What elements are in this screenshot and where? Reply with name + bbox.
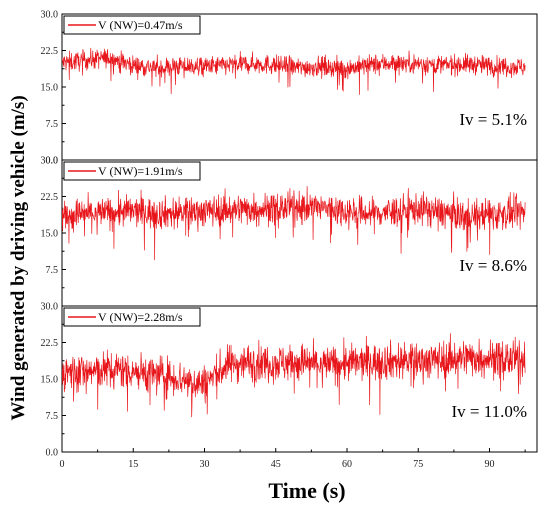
- x-axis: 0 15 30 45 60 75 90: [60, 448, 526, 470]
- legend-label: V (NW)=1.91m/s: [98, 164, 183, 178]
- series-line: [62, 47, 526, 95]
- y-tick-label: 0.0: [46, 448, 59, 459]
- y-tick-label: 7.5: [46, 265, 59, 276]
- panel-3: 0.0 7.5 15.0 22.5 30.0 V (NW)=2.28m/s Iv = 11.…: [41, 302, 538, 459]
- panel-1: 0.0 7.5 15.0 22.5 30.0 V (NW)=0.47m/s Iv = 5.1…: [41, 10, 538, 167]
- x-tick-label: 90: [485, 459, 495, 470]
- panel-frame: [61, 305, 538, 453]
- series-line: [62, 186, 526, 261]
- legend-box: [63, 307, 201, 327]
- y-tick-label: 15.0: [41, 83, 59, 94]
- y-tick-label: 30.0: [41, 156, 59, 167]
- x-tick-label: 45: [271, 459, 281, 470]
- x-axis-label: Time (s): [268, 478, 345, 503]
- panels-group: 0.0 7.5 15.0 22.5 30.0 V (NW)=0.47m/s Iv = 5.1…: [41, 10, 538, 459]
- y-tick-label: 22.5: [41, 46, 59, 57]
- y-tick-label: 22.5: [41, 192, 59, 203]
- y-tick-label: 30.0: [41, 10, 59, 21]
- x-tick-label: 15: [128, 459, 138, 470]
- y-tick-label: 22.5: [41, 338, 59, 349]
- panel-frame: [61, 13, 538, 161]
- legend-label: V (NW)=0.47m/s: [98, 18, 183, 32]
- y-tick-label: 7.5: [46, 119, 59, 130]
- turbulence-intensity-label: Iv = 5.1%: [459, 110, 527, 129]
- x-tick-label: 75: [413, 459, 423, 470]
- legend-box: [63, 15, 201, 35]
- x-tick-label: 30: [200, 459, 210, 470]
- y-tick-label: 7.5: [46, 411, 59, 422]
- y-tick-label: 0.0: [46, 156, 59, 167]
- turbulence-intensity-label: Iv = 8.6%: [459, 256, 527, 275]
- y-tick-label: 15.0: [41, 375, 59, 386]
- turbulence-intensity-label: Iv = 11.0%: [451, 402, 527, 421]
- y-tick-label: 15.0: [41, 229, 59, 240]
- legend-box: [63, 161, 201, 181]
- legend-label: V (NW)=2.28m/s: [98, 310, 183, 324]
- panel-frame: [61, 159, 538, 307]
- panel-2: 7.5 15.0 22.5 30.0 V (NW)=1.91m/s Iv = 8.6%: [41, 156, 538, 307]
- x-tick-label: 0: [60, 459, 65, 470]
- y-axis-label: Wind generated by driving vehicle (m/s): [8, 95, 29, 420]
- series-line: [62, 333, 526, 418]
- x-tick-label: 60: [342, 459, 352, 470]
- y-tick-label: 30.0: [41, 302, 59, 313]
